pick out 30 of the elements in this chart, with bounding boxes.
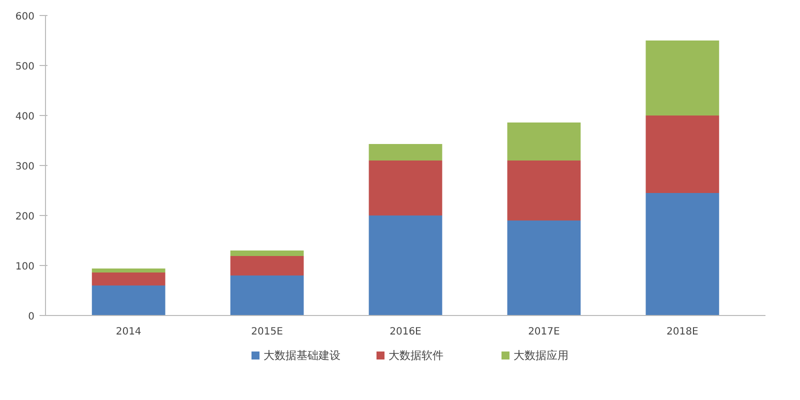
y-tick-label: 0: [28, 312, 35, 322]
x-tick-label: 2018E: [666, 326, 698, 338]
x-tick-label: 2014: [116, 326, 142, 338]
bar: [230, 256, 304, 276]
y-tick-label: 500: [15, 62, 35, 72]
bar: [368, 216, 442, 316]
bar: [646, 193, 720, 316]
bar: [368, 144, 442, 160]
bar: [507, 160, 581, 220]
bar: [92, 268, 166, 272]
y-tick-label: 200: [15, 212, 35, 222]
legend-label: 大数据应用: [514, 349, 568, 362]
x-tick-label: 2016E: [390, 326, 422, 338]
legend-label: 大数据基础建设: [264, 349, 340, 362]
y-tick-label: 300: [15, 162, 35, 172]
bar: [646, 116, 720, 193]
bar: [507, 220, 581, 316]
bar: [368, 160, 442, 216]
y-tick-label: 100: [15, 262, 35, 272]
bar: [92, 286, 166, 316]
y-tick-label: 400: [15, 112, 35, 122]
legend-label: 大数据软件: [388, 349, 444, 362]
bar: [230, 250, 304, 256]
bar: [507, 122, 581, 160]
bar: [92, 272, 166, 286]
bar: [230, 276, 304, 316]
x-tick-label: 2017E: [528, 326, 560, 338]
bar: [646, 40, 720, 116]
x-tick-label: 2015E: [251, 326, 283, 338]
y-tick-label: 600: [15, 12, 35, 22]
